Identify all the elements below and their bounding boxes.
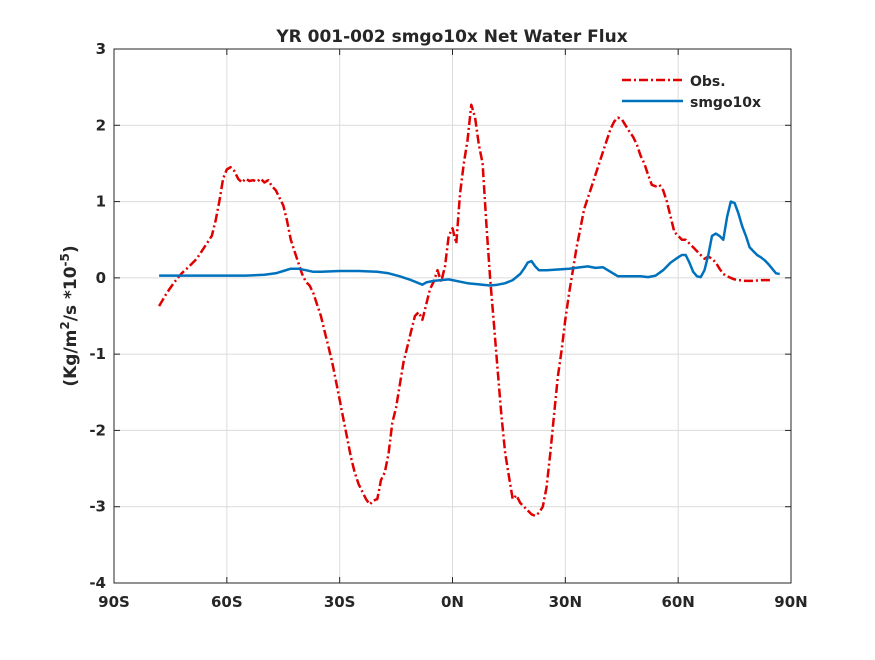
x-tick-label: 60N: [661, 593, 694, 611]
x-tick-label: 30S: [324, 593, 356, 611]
legend: Obs. smgo10x: [622, 74, 761, 111]
x-tick-labels: 90S 60S 30S 0N 30N 60N 90N: [98, 593, 808, 611]
y-tick-label: 3: [96, 40, 106, 58]
series-line-obs: [158, 103, 773, 518]
y-tick-labels: 3 2 1 0 -1 -2 -3 -4: [89, 40, 106, 592]
x-tick-label: 0N: [441, 593, 464, 611]
y-axis-label-sup: -5: [58, 253, 72, 266]
y-axis-label-part: ): [61, 245, 81, 253]
y-tick-label: -1: [89, 345, 106, 363]
y-tick-label: -4: [89, 574, 106, 592]
y-axis-label-part: /s *10: [61, 266, 81, 321]
y-tick-label: -3: [89, 498, 106, 516]
x-tick-label: 60S: [211, 593, 243, 611]
y-axis-label: (Kg/m2/s *10-5): [58, 245, 81, 386]
y-tick-label: 1: [96, 193, 106, 211]
legend-label-obs: Obs.: [690, 74, 726, 90]
y-tick-label: 2: [96, 116, 106, 134]
y-axis-label-part: (Kg/m: [61, 330, 81, 387]
series-line-smgo10x: [159, 200, 780, 287]
y-tick-label: -2: [89, 421, 106, 439]
x-tick-label: 90N: [774, 593, 807, 611]
legend-label-smgo10x: smgo10x: [690, 95, 761, 111]
ticks: [113, 48, 792, 584]
x-tick-label: 90S: [98, 593, 130, 611]
y-axis-label-sup: 2: [58, 321, 72, 329]
x-tick-label: 30N: [549, 593, 582, 611]
y-tick-label: 0: [96, 269, 106, 287]
series-layer: [158, 103, 780, 518]
chart-title: YR 001-002 smgo10x Net Water Flux: [275, 27, 627, 47]
